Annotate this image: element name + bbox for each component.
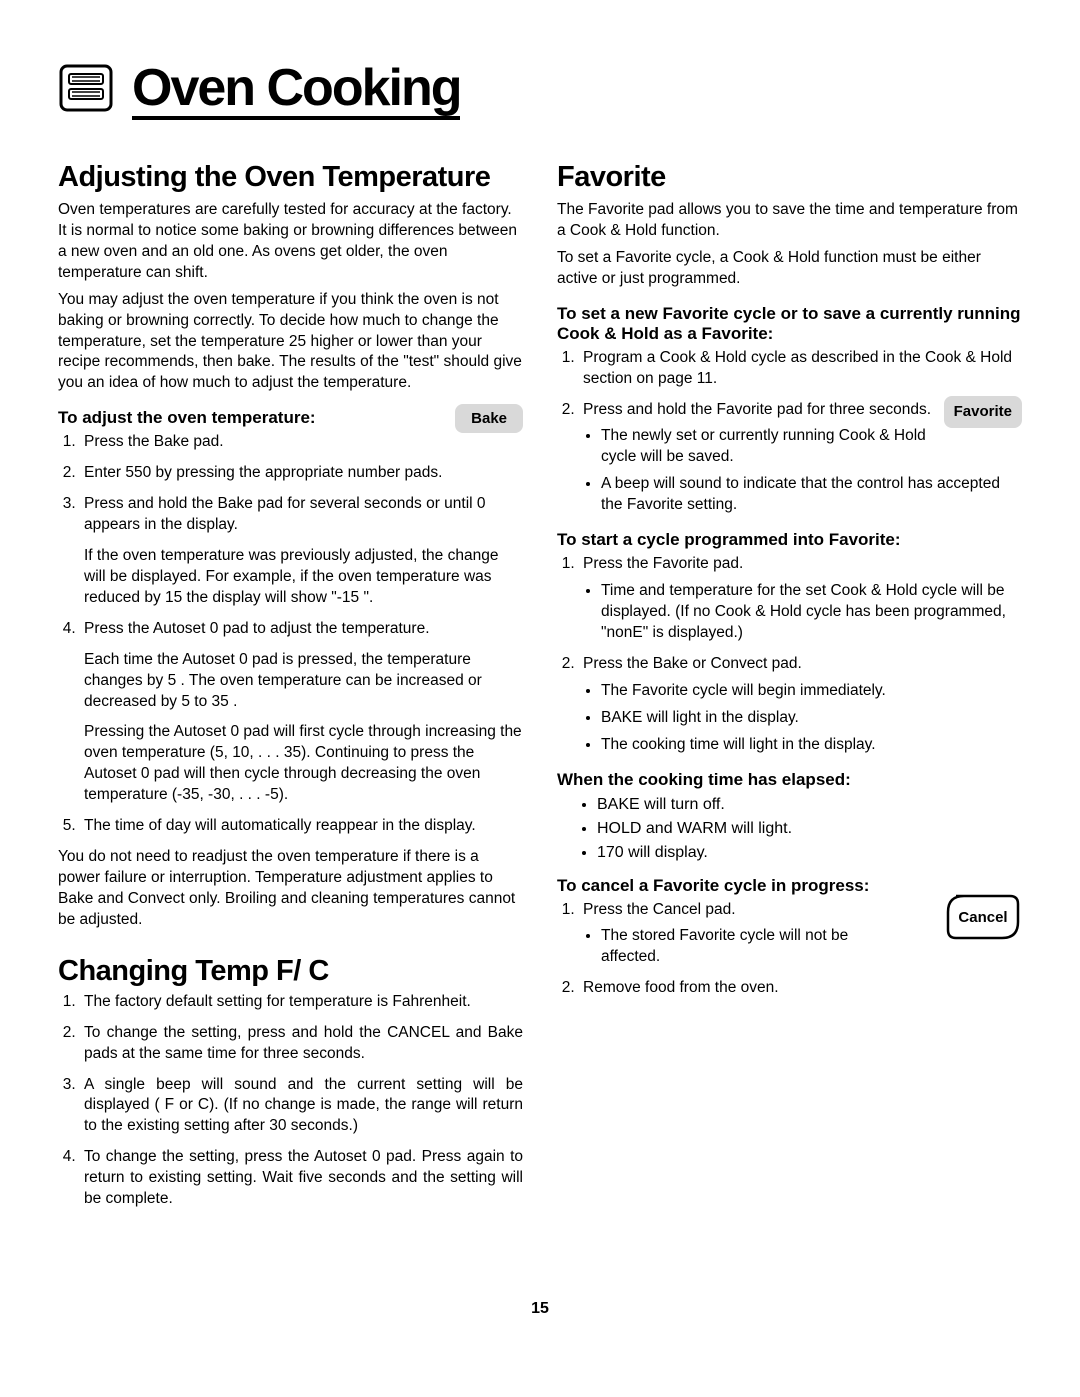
elapsed-bullets: BAKE will turn off. HOLD and WARM will l… <box>557 796 1022 862</box>
list-item: The factory default setting for temperat… <box>80 992 523 1013</box>
para: Oven temperatures are carefully tested f… <box>58 200 523 284</box>
cancel-label: Cancel <box>958 909 1007 926</box>
list-item: Press the Bake or Convect pad. The Favor… <box>579 654 1022 756</box>
list-item: To change the setting, press and hold th… <box>80 1023 523 1065</box>
para: You may adjust the oven temperature if y… <box>58 290 523 395</box>
page: Oven Cooking Adjusting the Oven Temperat… <box>0 0 1080 1358</box>
bullet-item: The stored Favorite cycle will not be af… <box>601 926 861 968</box>
cancel-favorite-list: Cancel Press the Cancel pad. The stored … <box>557 900 1022 1000</box>
favorite-pad-icon: Favorite <box>944 396 1022 428</box>
step-subtext: If the oven temperature was previously a… <box>84 546 523 609</box>
cancel-pad-icon: Cancel <box>944 892 1022 949</box>
list-item: Press the Bake pad. <box>80 432 523 453</box>
step-text: To change the setting, press and hold th… <box>84 1024 523 1062</box>
heading-favorite: Favorite <box>557 161 1022 194</box>
heading-to-adjust: To adjust the oven temperature: <box>58 408 523 428</box>
page-header: Oven Cooking <box>58 60 1022 121</box>
sub-bullets: The newly set or currently running Cook … <box>583 426 1022 516</box>
list-item: Press and hold the Bake pad for several … <box>80 494 523 609</box>
list-item: Press the Autoset 0 pad to adjust the te… <box>80 619 523 806</box>
step-text: Press the Bake or Convect pad. <box>583 655 802 672</box>
step-text: A single beep will sound and the current… <box>84 1076 523 1135</box>
list-item: Program a Cook & Hold cycle as described… <box>579 348 1022 390</box>
list-item: Enter 550 by pressing the appropriate nu… <box>80 463 523 484</box>
list-item: Favorite Press and hold the Favorite pad… <box>579 400 1022 517</box>
step-text: Enter 550 by pressing the appropriate nu… <box>84 464 442 481</box>
list-item: The time of day will automatically reapp… <box>80 816 523 837</box>
heading-adjust-temp: Adjusting the Oven Temperature <box>58 161 523 194</box>
sub-bullets: Time and temperature for the set Cook & … <box>583 581 1022 644</box>
bullet-item: BAKE will light in the display. <box>601 708 1022 729</box>
subheading-row: Bake To adjust the oven temperature: <box>58 408 523 428</box>
step-text: Press the Bake pad. <box>84 433 224 450</box>
bullet-item: The cooking time will light in the displ… <box>601 735 1022 756</box>
page-number: 15 <box>58 1300 1022 1318</box>
step-subtext: Each time the Autoset 0 pad is pressed, … <box>84 650 523 713</box>
start-favorite-list: Press the Favorite pad. Time and tempera… <box>557 554 1022 755</box>
sub-bullets: The Favorite cycle will begin immediatel… <box>583 681 1022 756</box>
step-text: Press the Cancel pad. <box>583 901 736 918</box>
oven-icon <box>58 60 114 121</box>
step-text: The factory default setting for temperat… <box>84 993 471 1010</box>
step-text: Program a Cook & Hold cycle as described… <box>583 349 1012 387</box>
list-item: Remove food from the oven. <box>579 978 1022 999</box>
list-item: A single beep will sound and the current… <box>80 1075 523 1138</box>
heading-changing-temp: Changing Temp F/ C <box>58 955 523 988</box>
list-item: Cancel Press the Cancel pad. The stored … <box>579 900 1022 969</box>
adjust-steps-list: Press the Bake pad. Enter 550 by pressin… <box>58 432 523 837</box>
bake-pad-icon: Bake <box>455 404 523 433</box>
step-subtext: Pressing the Autoset 0 pad will first cy… <box>84 722 523 806</box>
page-title: Oven Cooking <box>132 62 460 120</box>
changing-temp-list: The factory default setting for temperat… <box>58 992 523 1210</box>
bullet-item: BAKE will turn off. <box>597 796 1022 814</box>
step-text: Press the Autoset 0 pad to adjust the te… <box>84 620 430 637</box>
step-text: Press and hold the Bake pad for several … <box>84 495 486 533</box>
bullet-item: Time and temperature for the set Cook & … <box>601 581 1022 644</box>
list-item: To change the setting, press the Autoset… <box>80 1147 523 1210</box>
heading-elapsed: When the cooking time has elapsed: <box>557 770 1022 790</box>
step-text: The time of day will automatically reapp… <box>84 817 476 834</box>
bullet-item: The Favorite cycle will begin immediatel… <box>601 681 1022 702</box>
bullet-item: The newly set or currently running Cook … <box>601 426 1022 468</box>
step-text: Press the Favorite pad. <box>583 555 743 572</box>
para: You do not need to readjust the oven tem… <box>58 847 523 931</box>
right-column: Favorite The Favorite pad allows you to … <box>557 151 1022 1220</box>
bullet-item: 170 will display. <box>597 844 1022 862</box>
para: To set a Favorite cycle, a Cook & Hold f… <box>557 248 1022 290</box>
set-favorite-list: Program a Cook & Hold cycle as described… <box>557 348 1022 516</box>
content-columns: Adjusting the Oven Temperature Oven temp… <box>58 151 1022 1220</box>
heading-start-favorite: To start a cycle programmed into Favorit… <box>557 530 1022 550</box>
bullet-item: A beep will sound to indicate that the c… <box>601 474 1022 516</box>
step-text: Press and hold the Favorite pad for thre… <box>583 401 931 418</box>
left-column: Adjusting the Oven Temperature Oven temp… <box>58 151 523 1220</box>
bullet-item: HOLD and WARM will light. <box>597 820 1022 838</box>
step-text: Remove food from the oven. <box>583 979 779 996</box>
heading-set-new-favorite: To set a new Favorite cycle or to save a… <box>557 304 1022 344</box>
list-item: Press the Favorite pad. Time and tempera… <box>579 554 1022 644</box>
para: The Favorite pad allows you to save the … <box>557 200 1022 242</box>
step-text: To change the setting, press the Autoset… <box>84 1148 523 1207</box>
